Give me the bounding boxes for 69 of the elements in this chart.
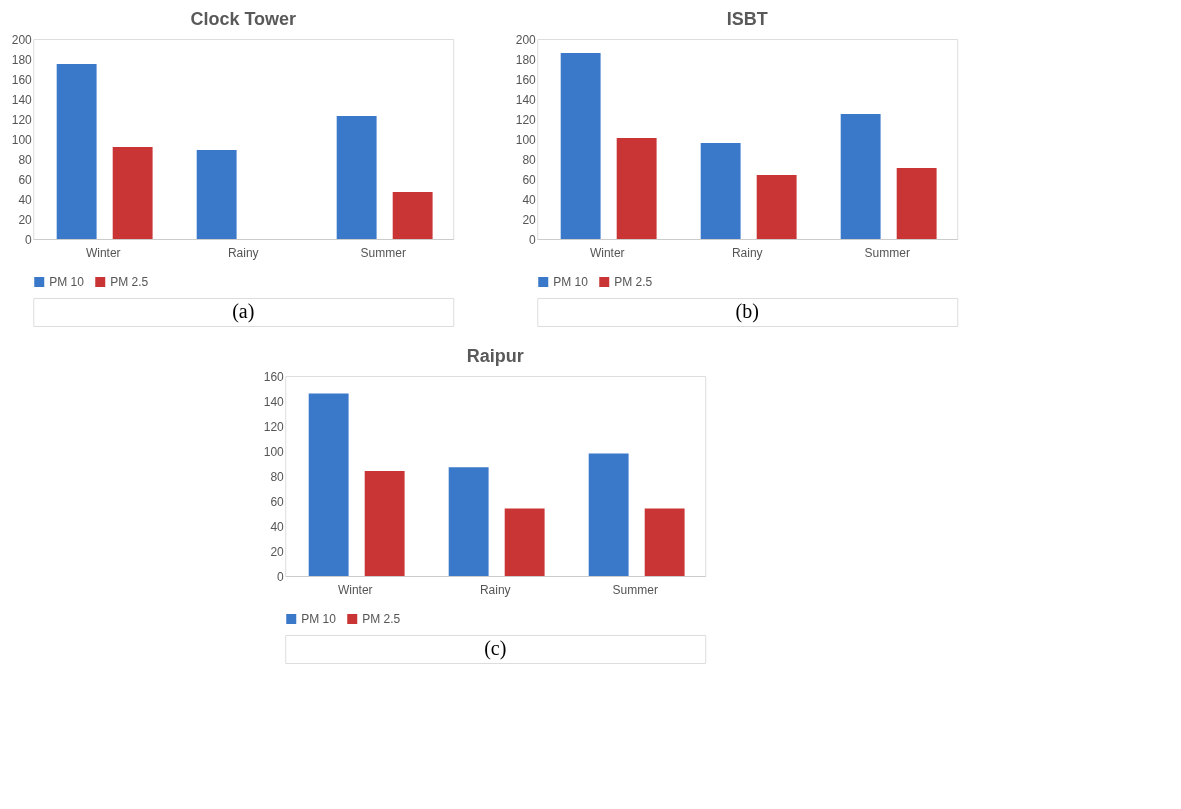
y-tick-label: 160 bbox=[263, 369, 285, 384]
bar bbox=[196, 150, 237, 239]
bar bbox=[112, 147, 153, 239]
y-tick-label: 60 bbox=[270, 494, 285, 509]
y-tick-label: 20 bbox=[270, 544, 285, 559]
y-tick-label: 120 bbox=[515, 112, 537, 127]
x-tick-label: Winter bbox=[85, 245, 121, 260]
y-tick-label: 100 bbox=[515, 132, 537, 147]
x-tick-label: Summer bbox=[612, 582, 658, 597]
y-tick-label: 60 bbox=[18, 172, 33, 187]
legend-label: PM 2.5 bbox=[110, 275, 149, 289]
y-tick-label: 140 bbox=[263, 394, 285, 409]
x-tick-label: Summer bbox=[864, 245, 910, 260]
bar bbox=[504, 508, 545, 576]
y-tick-label: 100 bbox=[263, 444, 285, 459]
bar bbox=[756, 175, 797, 239]
chart-title: Clock Tower bbox=[190, 9, 297, 29]
y-tick-label: 0 bbox=[277, 569, 285, 584]
x-tick-label: Winter bbox=[337, 582, 373, 597]
y-tick-label: 0 bbox=[25, 232, 33, 247]
y-tick-label: 200 bbox=[515, 32, 537, 47]
legend-label: PM 10 bbox=[49, 275, 85, 289]
y-tick-label: 20 bbox=[18, 212, 33, 227]
legend-label: PM 10 bbox=[553, 275, 589, 289]
y-tick-label: 60 bbox=[522, 172, 537, 187]
x-tick-label: Rainy bbox=[227, 245, 259, 260]
y-tick-label: 100 bbox=[11, 132, 33, 147]
x-tick-label: Rainy bbox=[479, 582, 511, 597]
y-tick-label: 0 bbox=[529, 232, 537, 247]
bar bbox=[700, 143, 741, 239]
y-tick-label: 80 bbox=[270, 469, 285, 484]
y-tick-label: 140 bbox=[515, 92, 537, 107]
x-tick-label: Winter bbox=[589, 245, 625, 260]
bar bbox=[56, 64, 97, 239]
y-tick-label: 80 bbox=[18, 152, 33, 167]
y-tick-label: 160 bbox=[515, 72, 537, 87]
x-tick-label: Rainy bbox=[731, 245, 763, 260]
bar bbox=[588, 453, 629, 576]
bar bbox=[364, 471, 405, 576]
bar bbox=[308, 393, 349, 576]
y-tick-label: 160 bbox=[11, 72, 33, 87]
bar bbox=[644, 508, 685, 576]
text: (a) bbox=[232, 300, 255, 323]
text: (b) bbox=[735, 300, 759, 323]
y-tick-label: 180 bbox=[11, 52, 33, 67]
chart-title: ISBT bbox=[726, 9, 768, 29]
bar bbox=[616, 138, 657, 239]
legend-label: PM 2.5 bbox=[362, 612, 401, 626]
bar bbox=[336, 116, 377, 239]
y-tick-label: 120 bbox=[263, 419, 285, 434]
text: (c) bbox=[484, 637, 507, 660]
bar bbox=[560, 53, 601, 239]
y-tick-label: 40 bbox=[522, 192, 537, 207]
y-tick-label: 120 bbox=[11, 112, 33, 127]
y-tick-label: 20 bbox=[522, 212, 537, 227]
bar bbox=[896, 168, 937, 239]
y-tick-label: 80 bbox=[522, 152, 537, 167]
x-tick-label: Summer bbox=[360, 245, 406, 260]
bar bbox=[840, 114, 881, 239]
y-tick-label: 200 bbox=[11, 32, 33, 47]
y-tick-label: 140 bbox=[11, 92, 33, 107]
chart-title: Raipur bbox=[466, 346, 524, 366]
bar bbox=[392, 192, 433, 239]
y-tick-label: 40 bbox=[270, 519, 285, 534]
y-tick-label: 180 bbox=[515, 52, 537, 67]
bar bbox=[448, 467, 489, 576]
y-tick-label: 40 bbox=[18, 192, 33, 207]
legend-label: PM 10 bbox=[301, 612, 337, 626]
legend-label: PM 2.5 bbox=[614, 275, 653, 289]
